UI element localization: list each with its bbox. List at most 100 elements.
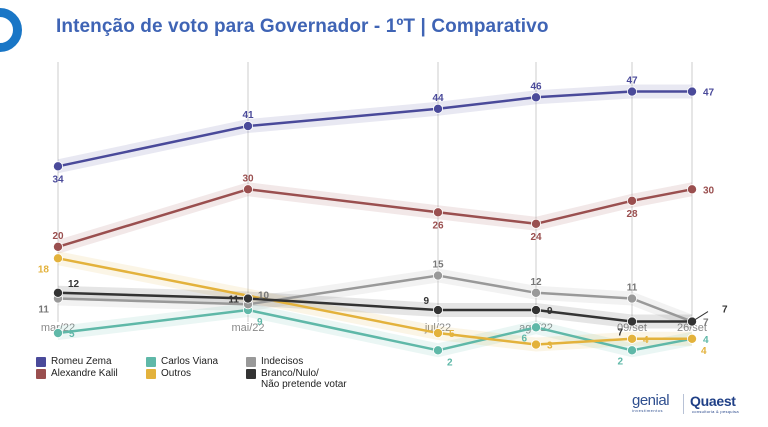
legend-swatch — [246, 369, 256, 379]
legend-item: Romeu Zema — [36, 356, 118, 367]
data-point — [687, 86, 698, 97]
data-point — [531, 305, 542, 316]
data-point — [531, 287, 542, 298]
data-point — [432, 345, 443, 356]
data-label: 28 — [626, 209, 638, 220]
series-line — [57, 90, 692, 168]
data-label: 15 — [432, 260, 444, 271]
data-point — [53, 253, 64, 264]
data-label: 7 — [722, 305, 728, 316]
data-label: 5 — [69, 329, 75, 340]
data-label: 7 — [703, 318, 709, 329]
leader-line — [691, 311, 709, 322]
data-label: 24 — [530, 232, 542, 243]
data-label: 6 — [521, 333, 527, 344]
data-point — [531, 92, 542, 103]
quaest-logo: Quaest — [690, 393, 736, 409]
series-5 — [53, 287, 698, 327]
x-tick-label: 09/set — [617, 322, 647, 334]
data-label: 30 — [703, 185, 715, 196]
series-line — [57, 291, 692, 323]
x-tick-label: mai/22 — [231, 322, 264, 334]
data-label: 47 — [626, 76, 638, 87]
data-label: 11 — [38, 305, 49, 316]
data-point — [242, 293, 253, 304]
data-label: 26 — [432, 220, 444, 231]
data-point — [627, 293, 638, 304]
data-point — [531, 322, 542, 333]
series-1 — [53, 184, 698, 252]
data-point — [627, 86, 638, 97]
data-labels: 3441444647472030262428305926241853441110… — [38, 76, 728, 369]
legend-swatch — [246, 357, 256, 367]
brand-separator — [683, 394, 684, 414]
legend-label: Branco/Nulo/ Não pretende votar — [261, 368, 347, 390]
legend-column-3: Indecisos Branco/Nulo/ Não pretende votar — [246, 356, 347, 391]
data-label: 9 — [257, 317, 263, 328]
legend-item: Indecisos — [246, 356, 347, 367]
data-label: 12 — [530, 277, 542, 288]
legend-label: Indecisos — [261, 356, 304, 367]
genial-logo-subtitle: investimentos — [632, 408, 663, 413]
data-point — [432, 270, 443, 281]
data-point — [627, 316, 638, 327]
series-band — [58, 84, 692, 174]
data-label: 34 — [52, 174, 64, 185]
data-point — [432, 328, 443, 339]
legend-swatch — [146, 357, 156, 367]
data-label: 9 — [423, 296, 429, 307]
data-point — [242, 121, 253, 132]
data-point — [687, 333, 698, 344]
data-label: 11 — [627, 283, 638, 294]
data-label: 4 — [643, 335, 649, 346]
data-point — [432, 305, 443, 316]
data-point — [531, 339, 542, 350]
data-point — [53, 287, 64, 298]
legend-label: Alexandre Kalil — [51, 368, 118, 379]
data-label: 11 — [228, 295, 239, 306]
genial-logo: genial — [632, 392, 670, 409]
data-label: 46 — [530, 81, 542, 92]
data-point — [432, 207, 443, 218]
data-label: 12 — [68, 279, 80, 290]
data-point — [627, 333, 638, 344]
legend-swatch — [36, 369, 46, 379]
data-point — [53, 241, 64, 252]
data-point — [53, 328, 64, 339]
data-label: 10 — [258, 290, 270, 301]
data-label: 4 — [703, 335, 709, 346]
legend-column-1: Romeu Zema Alexandre Kalil — [36, 356, 118, 380]
data-label: 3 — [547, 341, 553, 352]
legend-item: Alexandre Kalil — [36, 368, 118, 379]
data-point — [242, 184, 253, 195]
data-label: 4 — [701, 346, 707, 357]
series-line — [57, 188, 693, 248]
data-label: 9 — [547, 306, 553, 317]
x-tick-label: 26/set — [677, 322, 707, 334]
data-label: 7 — [617, 328, 623, 339]
data-label: 20 — [52, 231, 64, 242]
legend-label: Outros — [161, 368, 192, 379]
series-0 — [53, 86, 698, 172]
series-line — [57, 274, 693, 323]
data-label: 18 — [38, 264, 50, 275]
data-label: 2 — [447, 357, 453, 368]
quaest-logo-subtitle: consultoria & pesquisa — [692, 409, 739, 414]
data-point — [53, 161, 64, 172]
legend-column-2: Carlos Viana Outros — [146, 356, 218, 380]
legend-item: Outros — [146, 368, 218, 379]
series-band — [58, 303, 692, 358]
data-label: 30 — [242, 173, 254, 184]
legend-label: Romeu Zema — [51, 356, 112, 367]
data-label: 5 — [449, 329, 455, 340]
data-point — [687, 184, 698, 195]
data-point — [627, 345, 638, 356]
legend-item: Carlos Viana — [146, 356, 218, 367]
legend-swatch — [146, 369, 156, 379]
corner-logo — [0, 8, 22, 52]
series-band — [58, 268, 692, 329]
chart-title: Intenção de voto para Governador - 1ºT |… — [56, 16, 549, 37]
data-point — [627, 195, 638, 206]
